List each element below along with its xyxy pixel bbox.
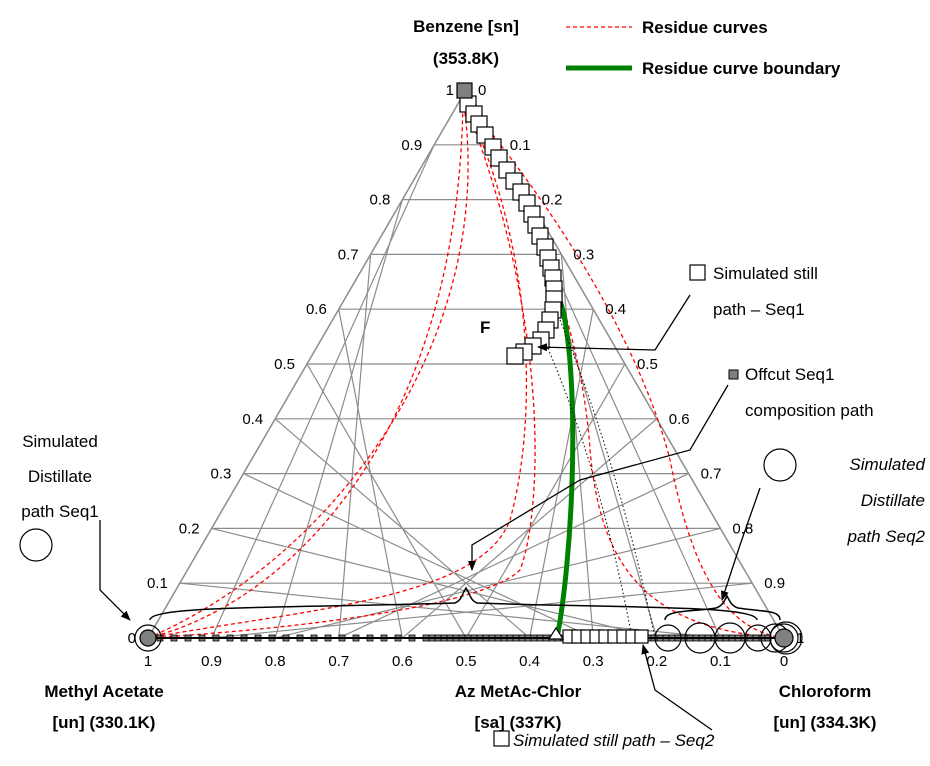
azeotrope-marker [547, 626, 565, 640]
left-tick-label: 1 [446, 82, 454, 99]
left-tick-label: 0.7 [338, 246, 359, 263]
right-tick-label: 0.2 [542, 192, 563, 209]
right-tick-label: 0.4 [605, 301, 626, 318]
chloroform-detail: [un] (334.3K) [774, 713, 877, 732]
svg-text:Distillate: Distillate [28, 467, 92, 486]
svg-text:path Seq2: path Seq2 [846, 527, 925, 546]
tick-labels: 0010.10.10.90.20.20.80.30.30.70.40.40.60… [128, 82, 805, 670]
bottom-tick-label: 0.5 [456, 653, 477, 670]
bottom-tick-label: 0.7 [328, 653, 349, 670]
right-tick-label: 0.5 [637, 356, 658, 373]
svg-text:Simulated: Simulated [22, 432, 98, 451]
left-tick-label: 0.5 [274, 356, 295, 373]
bottom-tick-label: 0.9 [201, 653, 222, 670]
grid-line [211, 527, 657, 639]
right-tick-label: 0.6 [669, 411, 690, 428]
left-tick-label: 0.3 [211, 466, 232, 483]
methyl-acetate-detail: [un] (330.1K) [53, 713, 156, 732]
residue-curve [147, 97, 469, 639]
azeotrope-name: Az MetAc-Chlor [455, 682, 582, 701]
left-tick-label: 0.9 [401, 137, 422, 154]
bottom-tick-label: 0.8 [265, 653, 286, 670]
still-path-seq1 [459, 95, 563, 365]
still-path-seq2 [562, 629, 649, 644]
residue-curve [147, 97, 528, 639]
svg-text:Simulated: Simulated [849, 455, 925, 474]
legend-boundary-label: Residue curve boundary [642, 59, 841, 78]
bottom-tick-label: 0.1 [710, 653, 731, 670]
left-tick-label: 0.1 [147, 575, 168, 592]
chloroform-vertex-marker [774, 628, 794, 648]
left-tick-label: 0.2 [179, 520, 200, 537]
svg-text:path Seq1: path Seq1 [21, 502, 99, 521]
annotation-still-seq1: Simulated still path – Seq1 [537, 264, 818, 352]
bottom-tick-label: 0.6 [392, 653, 413, 670]
bottom-tick-label: 0.3 [583, 653, 604, 670]
svg-text:Offcut Seq1: Offcut Seq1 [745, 365, 834, 384]
left-tick-label: 0.6 [306, 301, 327, 318]
residue-curve [147, 97, 536, 639]
bottom-tick-label: 0 [780, 653, 788, 670]
svg-text:Distillate: Distillate [861, 491, 925, 510]
bottom-tick-label: 0.2 [646, 653, 667, 670]
left-tick-label: 0 [128, 630, 136, 647]
methyl-acetate-name: Methyl Acetate [44, 682, 163, 701]
left-tick-label: 0.8 [370, 192, 391, 209]
legend: Residue curves Residue curve boundary [566, 18, 841, 78]
svg-text:Simulated still path – Seq2: Simulated still path – Seq2 [513, 731, 715, 750]
legend-residue-label: Residue curves [642, 18, 768, 37]
right-tick-label: 0.9 [764, 575, 785, 592]
grid-line [243, 473, 594, 639]
still-seq2-marker [634, 629, 649, 644]
right-tick-label: 0.7 [701, 466, 722, 483]
bottom-tick-label: 1 [144, 653, 152, 670]
still-seq1-marker [506, 347, 524, 365]
left-tick-label: 0.4 [242, 411, 263, 428]
benzene-temp: (353.8K) [433, 49, 499, 68]
right-tick-label: 0.1 [510, 137, 531, 154]
methyl-acetate-vertex-ring [134, 624, 162, 652]
right-tick-label: 0 [478, 82, 486, 99]
feed-label: F [480, 318, 490, 337]
distillate-seq2-marker [654, 624, 682, 652]
residue-curves [147, 97, 785, 639]
chloroform-name: Chloroform [779, 682, 872, 701]
azeotrope-detail: [sa] (337K) [475, 713, 562, 732]
offcut-composition-path [539, 319, 656, 639]
right-tick-label: 0.8 [732, 520, 753, 537]
right-tick-label: 1 [796, 630, 804, 647]
grid-line [306, 363, 467, 639]
benzene-name: Benzene [sn] [413, 17, 519, 36]
bottom-tick-label: 0.4 [519, 653, 540, 670]
grid-line [529, 309, 594, 639]
methyl-acetate-vertex-marker [139, 629, 157, 647]
annotation-distillate-seq1: Simulated Distillate path Seq1 [19, 432, 131, 621]
distillate-seq2-marker [744, 624, 772, 652]
right-tick-label: 0.3 [573, 246, 594, 263]
grid-line [274, 418, 530, 639]
svg-text:path – Seq1: path – Seq1 [713, 300, 805, 319]
annotation-still-seq2: Simulated still path – Seq2 [493, 644, 715, 750]
annotation-offcut-seq1: Offcut Seq1 composition path [149, 365, 874, 621]
annotation-distillate-seq2: Simulated Distillate path Seq2 [664, 448, 926, 621]
benzene-vertex-marker [456, 82, 473, 99]
residue-curve [147, 97, 464, 639]
ternary-grid [179, 144, 753, 639]
chloroform-vertex-ring [769, 623, 799, 653]
svg-text:composition path: composition path [745, 401, 874, 420]
svg-text:Simulated still: Simulated still [713, 264, 818, 283]
